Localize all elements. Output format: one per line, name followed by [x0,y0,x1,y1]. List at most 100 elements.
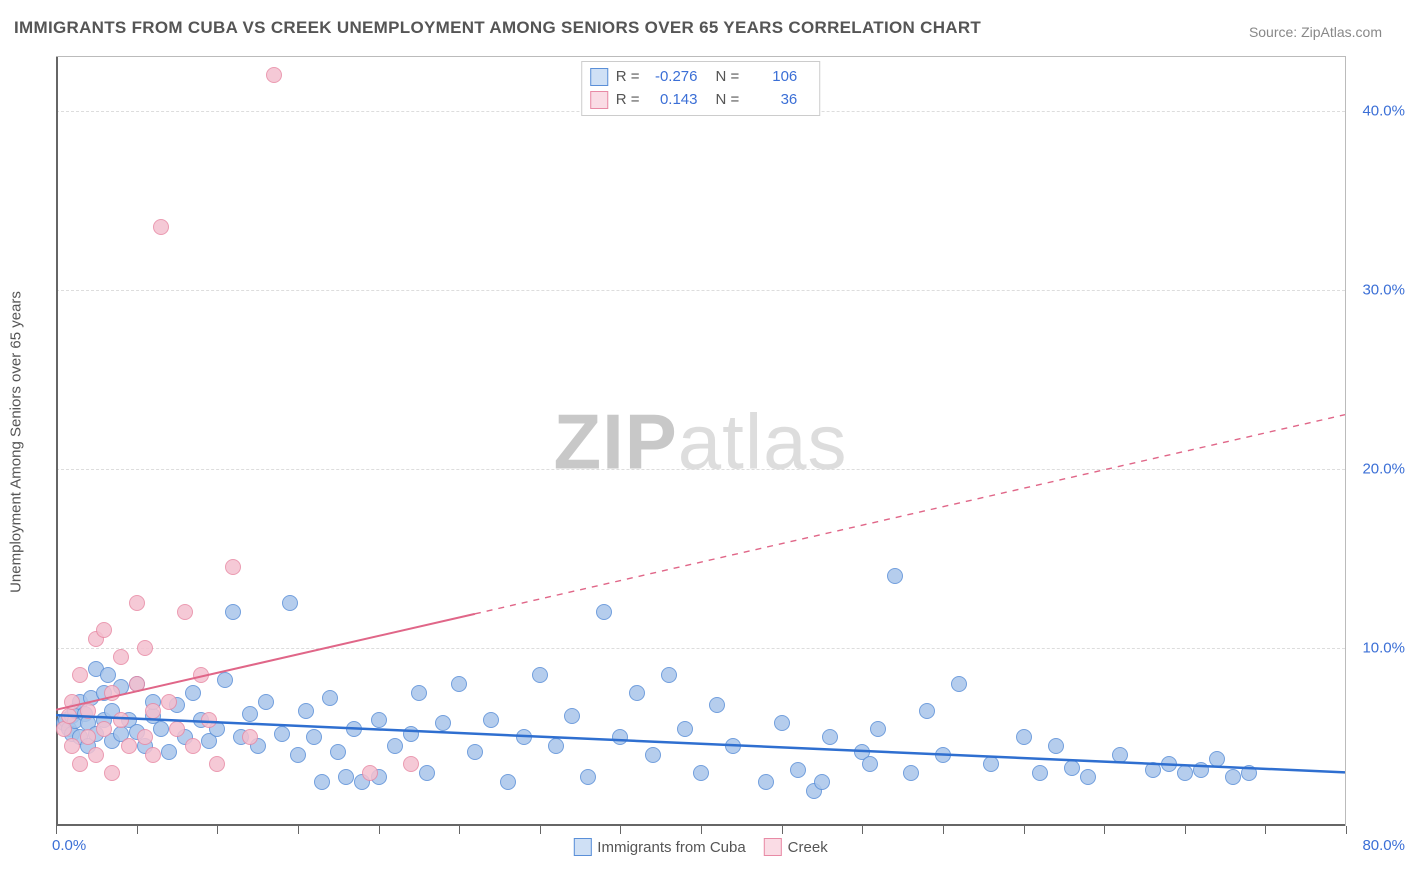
scatter-point-creek [96,622,112,638]
scatter-point-cuba [774,715,790,731]
scatter-point-creek [161,694,177,710]
scatter-point-creek [113,712,129,728]
scatter-point-creek [80,703,96,719]
scatter-point-cuba [467,744,483,760]
scatter-point-cuba [225,604,241,620]
chart-plot-area: ZIPatlas Unemployment Among Seniors over… [56,56,1346,826]
scatter-point-cuba [451,676,467,692]
scatter-point-cuba [612,729,628,745]
y-axis-label: Unemployment Among Seniors over 65 years [8,291,25,593]
source-link[interactable]: ZipAtlas.com [1301,24,1382,40]
scatter-point-creek [185,738,201,754]
scatter-point-creek [64,694,80,710]
scatter-point-cuba [1209,751,1225,767]
scatter-point-creek [145,703,161,719]
scatter-point-cuba [298,703,314,719]
scatter-point-cuba [790,762,806,778]
scatter-point-creek [96,721,112,737]
legend-label-cuba: Immigrants from Cuba [597,839,745,856]
scatter-point-creek [137,729,153,745]
scatter-point-cuba [725,738,741,754]
scatter-point-cuba [290,747,306,763]
scatter-point-cuba [580,769,596,785]
scatter-point-cuba [661,667,677,683]
source-label: Source: [1249,24,1297,40]
scatter-point-cuba [951,676,967,692]
scatter-point-cuba [758,774,774,790]
bottom-legend: Immigrants from Cuba Creek [573,838,827,856]
y-tick-label: 40.0% [1350,102,1405,119]
correlation-stats-box: R = -0.276 N = 106 R = 0.143 N = 36 [581,61,821,116]
swatch-cuba [590,68,608,86]
y-tick-label: 20.0% [1350,460,1405,477]
scatter-point-cuba [411,685,427,701]
scatter-point-cuba [403,726,419,742]
scatter-point-cuba [1225,769,1241,785]
x-axis-min-label: 0.0% [52,837,86,854]
legend-label-creek: Creek [788,839,828,856]
scatter-point-cuba [346,721,362,737]
scatter-point-creek [113,649,129,665]
r-label: R = [616,66,640,89]
scatter-point-creek [242,729,258,745]
scatter-point-cuba [935,747,951,763]
scatter-point-cuba [1016,729,1032,745]
scatter-point-cuba [306,729,322,745]
stats-row-creek: R = 0.143 N = 36 [590,89,808,112]
scatter-point-cuba [185,685,201,701]
scatter-point-creek [72,667,88,683]
r-value-creek: 0.143 [648,89,698,112]
legend-swatch-creek [764,838,782,856]
swatch-creek [590,91,608,109]
scatter-point-cuba [338,769,354,785]
x-axis-max-label: 80.0% [1350,837,1405,854]
scatter-point-creek [72,756,88,772]
scatter-point-creek [129,676,145,692]
scatter-point-cuba [1032,765,1048,781]
scatter-point-cuba [870,721,886,737]
stats-row-cuba: R = -0.276 N = 106 [590,66,808,89]
n-label: N = [716,89,740,112]
scatter-point-cuba [903,765,919,781]
scatter-point-cuba [1161,756,1177,772]
scatter-point-cuba [1177,765,1193,781]
scatter-point-cuba [371,712,387,728]
scatter-point-cuba [500,774,516,790]
r-value-cuba: -0.276 [648,66,698,89]
scatter-point-creek [104,685,120,701]
scatter-point-cuba [814,774,830,790]
scatter-point-cuba [1080,769,1096,785]
scatter-point-creek [129,595,145,611]
scatter-point-creek [362,765,378,781]
scatter-point-cuba [693,765,709,781]
scatter-point-creek [88,747,104,763]
legend-swatch-cuba [573,838,591,856]
scatter-point-creek [177,604,193,620]
scatter-point-cuba [100,667,116,683]
scatter-point-cuba [1064,760,1080,776]
y-tick-label: 30.0% [1350,281,1405,298]
scatter-point-creek [169,721,185,737]
scatter-point-creek [209,756,225,772]
scatter-point-creek [225,559,241,575]
scatter-point-cuba [1193,762,1209,778]
scatter-point-cuba [274,726,290,742]
n-value-cuba: 106 [747,66,797,89]
source-attribution: Source: ZipAtlas.com [1249,24,1382,40]
scatter-point-creek [403,756,419,772]
scatter-point-creek [153,219,169,235]
scatter-point-cuba [387,738,403,754]
scatter-point-cuba [1048,738,1064,754]
scatter-point-creek [193,667,209,683]
scatter-point-cuba [677,721,693,737]
scatter-point-cuba [596,604,612,620]
scatter-point-cuba [862,756,878,772]
scatter-point-cuba [822,729,838,745]
scatter-point-cuba [983,756,999,772]
chart-title: IMMIGRANTS FROM CUBA VS CREEK UNEMPLOYME… [14,18,981,38]
scatter-point-cuba [330,744,346,760]
scatter-point-cuba [532,667,548,683]
legend-item-cuba: Immigrants from Cuba [573,838,745,856]
scatter-point-cuba [516,729,532,745]
scatter-point-cuba [629,685,645,701]
